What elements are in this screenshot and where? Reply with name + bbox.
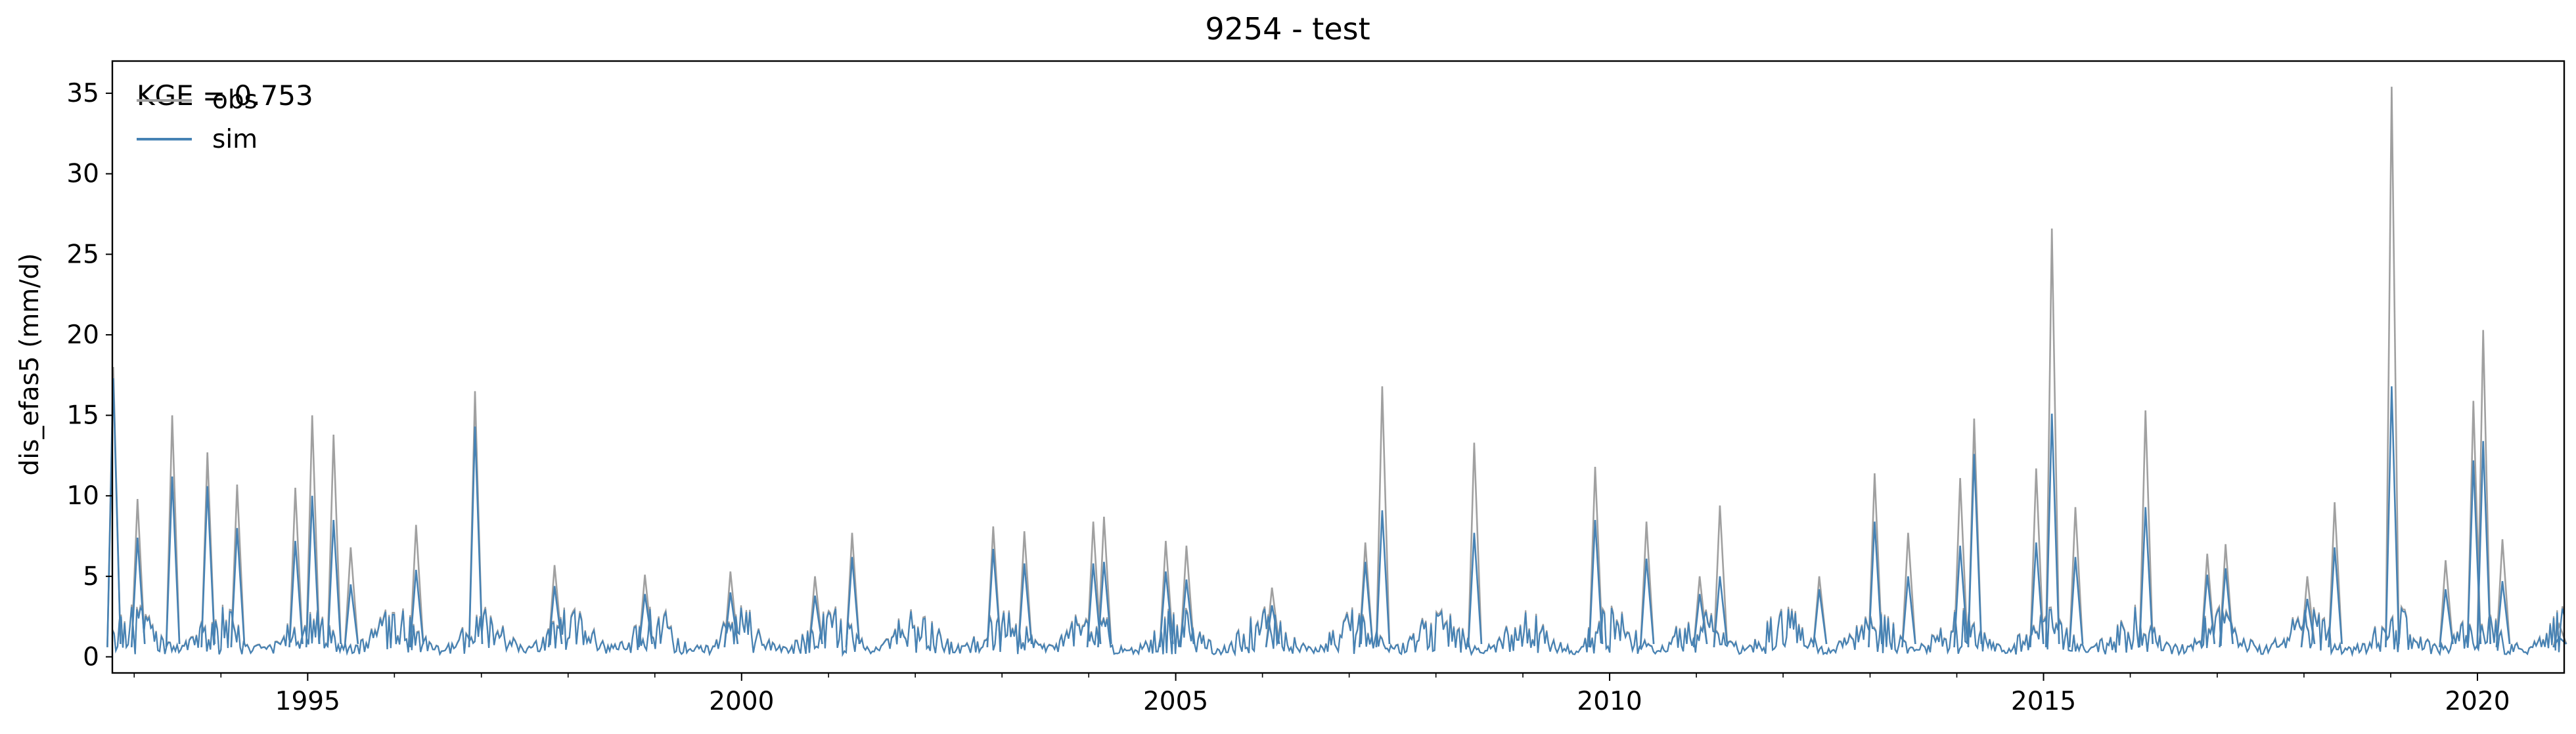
- peak-obs: [344, 547, 359, 647]
- peak-sim: [2300, 598, 2316, 647]
- legend-label-obs: obs: [212, 85, 258, 115]
- peak-sim: [2200, 574, 2215, 647]
- peak-obs: [1953, 478, 1968, 647]
- series-line-sim: [112, 606, 2565, 657]
- y-tick-label: 15: [66, 401, 99, 431]
- peak-obs: [409, 525, 424, 647]
- peak-sim: [1692, 594, 1708, 647]
- y-tick-label: 5: [83, 562, 99, 592]
- peak-sim: [409, 569, 424, 647]
- peak-sim: [468, 426, 484, 647]
- peak-sim: [1588, 519, 1604, 647]
- legend: obs sim: [137, 85, 258, 154]
- peak-sim: [2439, 589, 2454, 647]
- peak-obs: [2439, 560, 2454, 647]
- peak-obs: [327, 434, 342, 647]
- y-tick-label: 25: [66, 240, 99, 269]
- peak-sim: [1467, 532, 1483, 647]
- x-tick-label: 2000: [709, 687, 774, 716]
- peak-sim: [2476, 441, 2491, 647]
- peak-sim: [986, 549, 1002, 647]
- peak-sim: [1265, 605, 1280, 647]
- peak-obs: [1467, 443, 1483, 647]
- peak-sim: [547, 586, 563, 647]
- peak-obs: [2328, 502, 2343, 647]
- x-tick-label: 2005: [1143, 687, 1208, 716]
- chart-title: 9254 - test: [1205, 11, 1370, 47]
- peak-sim: [1159, 571, 1174, 647]
- peak-sim: [1967, 454, 1983, 647]
- peak-sim: [1953, 546, 1968, 647]
- peak-sim: [131, 537, 146, 647]
- peak-obs: [2045, 228, 2060, 647]
- peak-obs: [305, 415, 321, 647]
- y-tick-label: 35: [66, 79, 99, 108]
- peak-obs: [2138, 410, 2154, 647]
- peak-obs: [2029, 468, 2045, 647]
- y-tick-label: 20: [66, 320, 99, 350]
- peak-sim: [230, 528, 246, 647]
- peak-obs: [1086, 521, 1102, 647]
- peak-sim: [2385, 386, 2400, 647]
- peak-sim: [1375, 510, 1391, 647]
- peak-sim: [288, 540, 304, 647]
- y-tick-label: 30: [66, 160, 99, 189]
- peak-obs: [2476, 330, 2491, 647]
- x-tick-label: 2015: [2011, 687, 2076, 716]
- peak-sim: [1017, 563, 1033, 647]
- peak-sim: [1639, 558, 1655, 647]
- y-tick-label: 10: [66, 481, 99, 511]
- y-tick-label: 0: [83, 642, 99, 672]
- peak-sim: [638, 594, 653, 647]
- peak-sim: [106, 378, 122, 647]
- peak-sim: [2495, 581, 2511, 647]
- peak-obs: [1901, 532, 1916, 647]
- peak-obs: [2385, 87, 2400, 647]
- peak-sim: [2219, 568, 2234, 647]
- peak-sim: [1097, 561, 1112, 647]
- peak-obs: [1713, 505, 1729, 647]
- peak-sim: [1868, 521, 1883, 647]
- peak-sim: [2466, 460, 2482, 647]
- peak-obs: [2068, 507, 2084, 647]
- series-sim: [106, 378, 2567, 657]
- peak-obs: [288, 487, 304, 647]
- peak-sim: [723, 592, 739, 647]
- peak-obs: [1097, 517, 1112, 647]
- peak-sim: [1713, 576, 1729, 647]
- kge-annotation: KGE = 0.753: [137, 79, 313, 112]
- legend-label-sim: sim: [212, 125, 258, 154]
- peak-sim: [344, 584, 359, 647]
- peak-sim: [2068, 557, 2084, 647]
- peak-sim: [305, 496, 321, 647]
- axes-layer: 0 5 10 15 20 25 30 35 1995 2000 2005 2010 2015 2020: [66, 79, 2510, 716]
- y-axis-label: dis_efas5 (mm/d): [15, 253, 45, 476]
- plot-frame: [111, 60, 2565, 674]
- peak-sim: [200, 486, 215, 647]
- x-tick-label: 1995: [275, 687, 340, 716]
- x-tick-label: 2010: [1577, 687, 1642, 716]
- x-tick-label: 2020: [2445, 687, 2510, 716]
- peak-obs: [2495, 539, 2511, 647]
- peak-sim: [2029, 542, 2045, 647]
- peak-sim: [845, 557, 861, 647]
- series-layer: [106, 87, 2567, 657]
- peak-sim: [1812, 589, 1828, 647]
- peak-obs: [1179, 546, 1195, 647]
- peak-sim: [1358, 561, 1374, 647]
- peak-sim: [1179, 579, 1195, 647]
- peak-sim: [1086, 563, 1102, 647]
- peak-sim: [808, 595, 823, 647]
- peak-sim: [165, 476, 181, 647]
- peak-obs: [1375, 386, 1391, 647]
- peak-sim: [2328, 547, 2343, 647]
- peak-sim: [327, 519, 342, 647]
- peak-sim: [1901, 576, 1916, 647]
- peak-sim: [2138, 507, 2154, 647]
- peak-sim: [2045, 414, 2060, 647]
